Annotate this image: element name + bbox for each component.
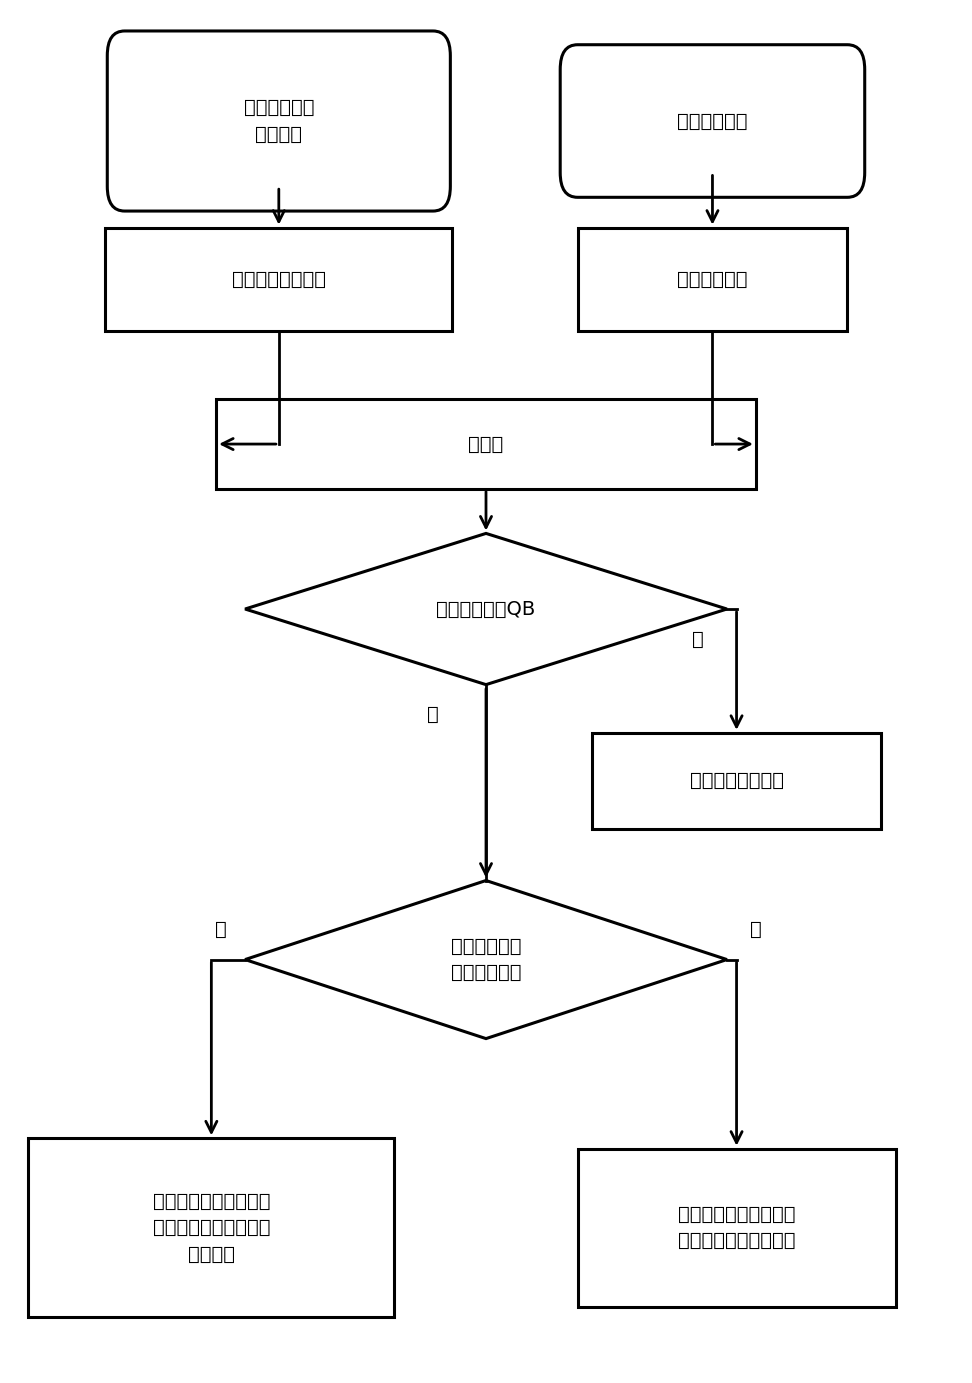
FancyBboxPatch shape [560,44,865,198]
Bar [28,1138,395,1317]
Bar [105,228,452,331]
Polygon shape [245,534,727,685]
Text: 电池前一时刻
荷电状态: 电池前一时刻 荷电状态 [244,98,314,144]
Bar [577,1148,895,1307]
Text: 最终荷电状态估计: 最终荷电状态估计 [689,772,783,790]
Bar [577,228,848,331]
Text: 最小值: 最小值 [469,434,503,454]
Text: 最大能量估计: 最大能量估计 [677,270,747,289]
Text: 是: 是 [215,920,226,939]
Text: 电池输出能量直到荷电
状态达到设定的最低值: 电池输出能量直到荷电 状态达到设定的最低值 [677,1205,795,1250]
Text: 最大能量容量估计: 最大能量容量估计 [231,270,326,289]
Polygon shape [245,881,727,1039]
Bar [216,400,756,488]
Text: 是: 是 [427,705,439,725]
Text: 最大能量小于
最大能量容量: 最大能量小于 最大能量容量 [451,936,521,982]
Text: 功率输出需求: 功率输出需求 [677,112,747,130]
Bar [592,733,881,828]
Text: 否: 否 [692,629,704,649]
FancyBboxPatch shape [107,30,450,212]
Text: 当前荷电状态等于前一
时刻荷电状态减去最大
能量容量: 当前荷电状态等于前一 时刻荷电状态减去最大 能量容量 [153,1192,270,1264]
Text: 否: 否 [750,920,762,939]
Text: 低于能量需求QB: 低于能量需求QB [436,599,536,618]
